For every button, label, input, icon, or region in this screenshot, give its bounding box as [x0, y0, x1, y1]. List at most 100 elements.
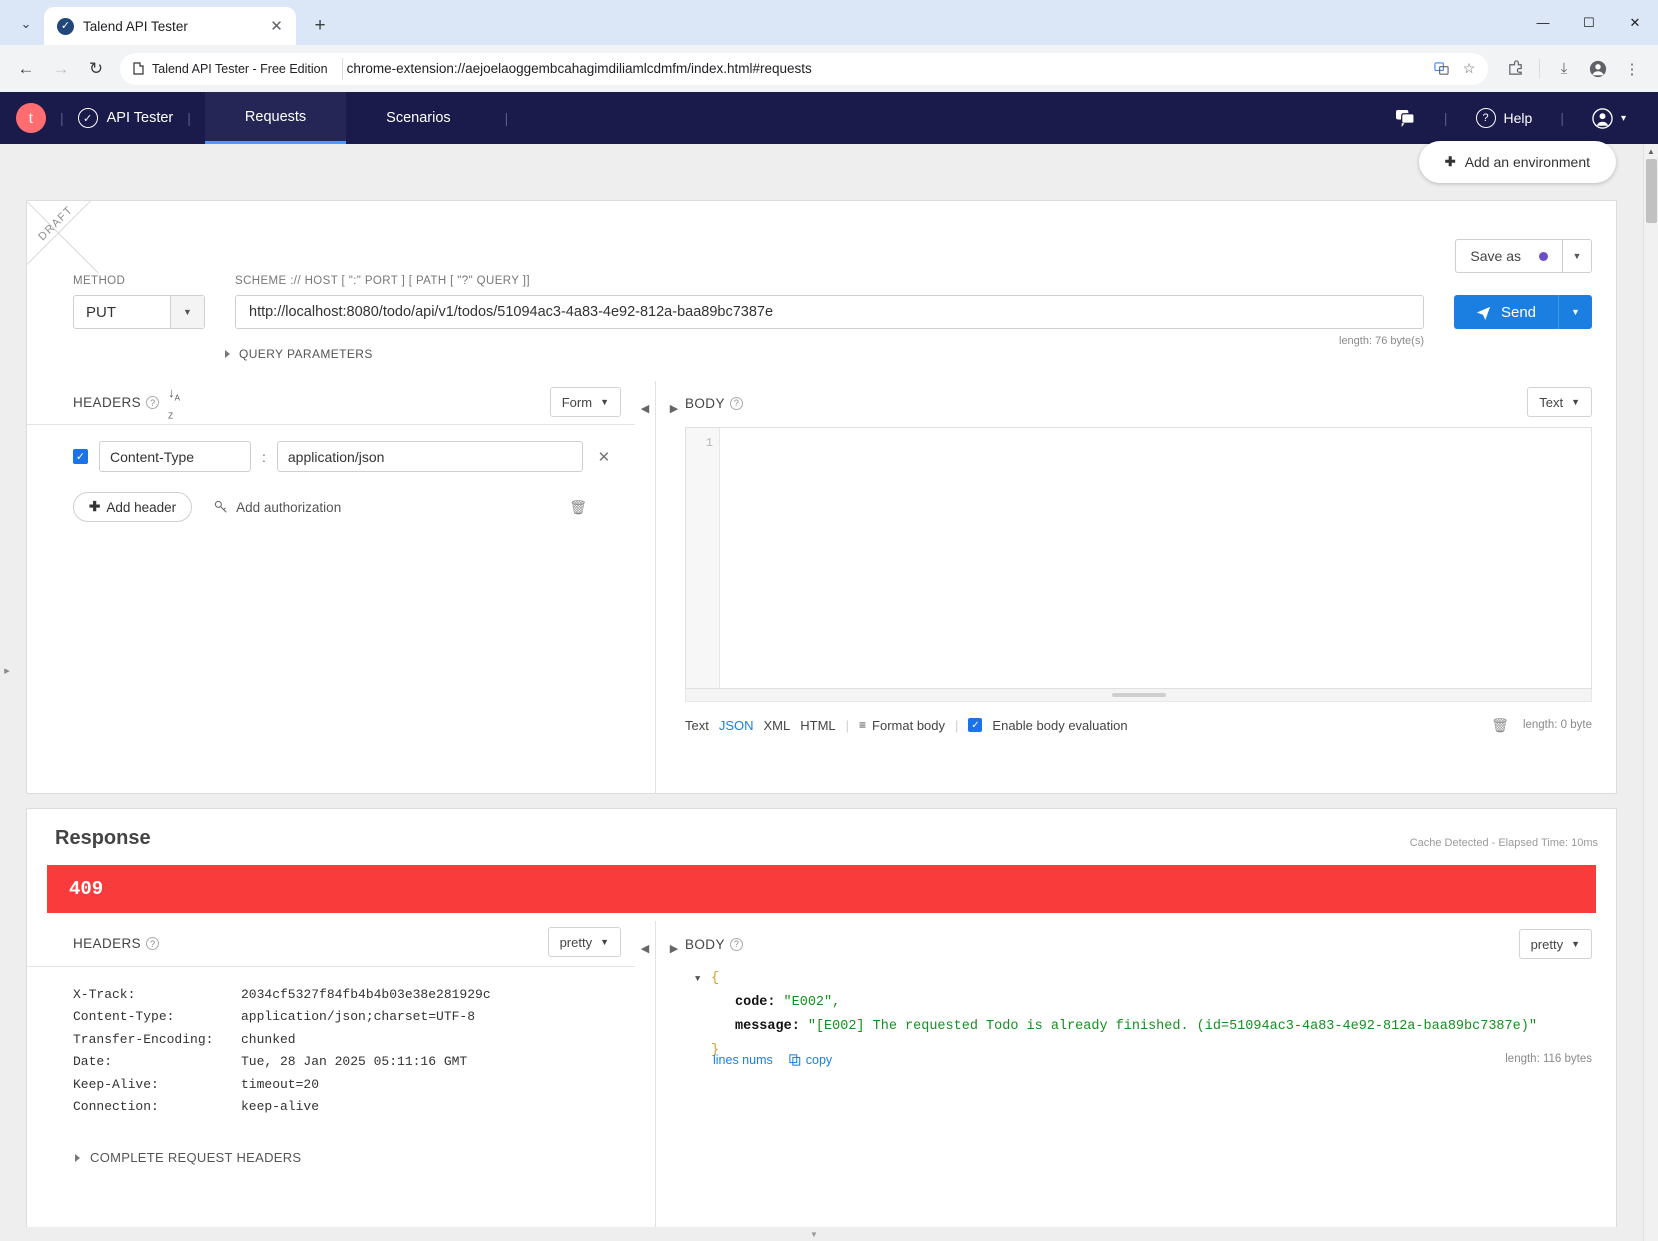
- json-value: "E002",: [783, 995, 841, 1010]
- help-button[interactable]: ? Help: [1462, 108, 1547, 128]
- talend-api-tester-app: t | ✓ API Tester | Requests Scenarios |: [0, 92, 1658, 1241]
- browser-menu-icon[interactable]: ⋮: [1624, 60, 1640, 78]
- minimize-icon[interactable]: —: [1536, 15, 1550, 30]
- expand-right-icon[interactable]: ▶: [669, 942, 679, 955]
- profile-avatar-icon[interactable]: [1582, 53, 1614, 85]
- sidebar-expand-handle[interactable]: ▸: [4, 664, 10, 677]
- header-value-input[interactable]: application/json: [276, 441, 583, 472]
- request-body-pane: BODY ? Text ▼ 1: [675, 381, 1616, 793]
- help-icon[interactable]: ?: [146, 396, 160, 409]
- scrollbar-thumb[interactable]: [1111, 693, 1166, 697]
- response-body-view-select[interactable]: pretty ▼: [1518, 929, 1592, 959]
- url-text: chrome-extension://aejoelaoggembcahagimd…: [346, 61, 812, 76]
- talend-logo-icon[interactable]: t: [16, 103, 46, 133]
- add-environment-button[interactable]: ✚ Add an environment: [1418, 141, 1616, 183]
- trash-icon[interactable]: 🗑: [1491, 716, 1509, 733]
- draft-ribbon: DRAFT: [27, 201, 99, 273]
- format-html-link[interactable]: HTML: [800, 717, 836, 733]
- chevron-down-icon[interactable]: ▼: [695, 974, 701, 984]
- copy-button[interactable]: copy: [789, 1053, 832, 1067]
- tab-strip: ⌄ ✓ Talend API Tester ✕ + — ☐ ✕: [0, 0, 1658, 45]
- url-input[interactable]: http://localhost:8080/todo/api/v1/todos/…: [235, 295, 1424, 329]
- table-row: Keep-Alive: timeout=20: [73, 1073, 635, 1096]
- browser-toolbar: ← → ↻ Talend API Tester - Free Edition c…: [0, 45, 1658, 92]
- tab-scenarios[interactable]: Scenarios: [346, 92, 490, 144]
- sort-az-icon[interactable]: ↓A Z: [168, 384, 180, 421]
- close-icon[interactable]: ✕: [270, 18, 283, 35]
- remove-header-icon[interactable]: ✕: [597, 448, 611, 466]
- page-scrollbar[interactable]: ▲: [1643, 144, 1658, 1241]
- header-row: ✓ Content-Type : application/json ✕: [27, 425, 635, 472]
- save-as-label: Save as: [1470, 248, 1521, 264]
- save-as-button[interactable]: Save as: [1455, 239, 1562, 273]
- help-icon[interactable]: ?: [729, 396, 743, 410]
- format-body-button[interactable]: ≡ Format body: [859, 718, 945, 733]
- extensions-icon[interactable]: [1499, 53, 1531, 85]
- request-body-title: BODY: [685, 395, 725, 411]
- maximize-icon[interactable]: ☐: [1583, 14, 1595, 30]
- window-close-icon[interactable]: ✕: [1629, 14, 1641, 30]
- send-button[interactable]: Send: [1454, 295, 1558, 329]
- page-bottom-scroll-indicator[interactable]: ▼: [0, 1227, 1628, 1241]
- copy-label: copy: [805, 1053, 833, 1067]
- tab-requests[interactable]: Requests: [204, 92, 347, 144]
- headers-view-select[interactable]: Form ▼: [549, 387, 621, 417]
- method-select[interactable]: PUT ▼: [73, 295, 205, 329]
- account-menu[interactable]: ▾: [1578, 107, 1640, 129]
- expand-right-icon[interactable]: ▶: [669, 402, 679, 415]
- chevron-down-icon[interactable]: ▼: [170, 296, 204, 328]
- collapse-left-icon[interactable]: ◀: [640, 402, 650, 415]
- header-key: Transfer-Encoding:: [73, 1031, 214, 1047]
- scrollbar-thumb[interactable]: [1646, 159, 1657, 223]
- save-as-caret-button[interactable]: ▼: [1562, 239, 1592, 273]
- body-view-select[interactable]: Text ▼: [1527, 387, 1592, 417]
- tab-search-button[interactable]: ⌄: [8, 6, 44, 42]
- header-separator-4: |: [1443, 110, 1448, 126]
- header-enabled-checkbox[interactable]: ✓: [73, 449, 88, 464]
- editor-text-area[interactable]: [720, 428, 1591, 688]
- trash-icon[interactable]: 🗑: [569, 498, 587, 515]
- download-icon[interactable]: ⤓: [1560, 60, 1568, 77]
- add-authorization-button[interactable]: Add authorization: [214, 500, 341, 515]
- format-text-link[interactable]: Text: [685, 717, 709, 733]
- add-header-button[interactable]: ✚ Add header: [73, 492, 193, 522]
- new-tab-button[interactable]: +: [314, 15, 326, 36]
- header-key: Connection:: [73, 1099, 159, 1115]
- response-panes: HEADERS ? pretty ▼ X-Track: 2034cf5327f8…: [27, 921, 1616, 1227]
- scroll-up-icon[interactable]: ▲: [1647, 147, 1655, 156]
- query-parameters-toggle[interactable]: QUERY PARAMETERS: [225, 347, 373, 361]
- reload-icon[interactable]: ↻: [88, 58, 104, 78]
- lines-nums-link[interactable]: lines nums: [713, 1053, 773, 1067]
- editor-line-numbers: 1: [686, 428, 720, 688]
- request-body-editor[interactable]: 1: [685, 427, 1592, 689]
- help-icon[interactable]: ?: [146, 937, 160, 950]
- table-row: Connection: keep-alive: [73, 1096, 635, 1119]
- back-icon[interactable]: ←: [17, 58, 35, 78]
- format-xml-link[interactable]: XML: [763, 717, 791, 733]
- puzzle-icon: [133, 61, 144, 75]
- header-name-input[interactable]: Content-Type: [99, 441, 251, 472]
- header-key: Content-Type:: [73, 1009, 175, 1025]
- complete-request-headers-toggle[interactable]: COMPLETE REQUEST HEADERS: [27, 1118, 635, 1165]
- response-title: Response: [55, 827, 151, 849]
- send-options-button[interactable]: ▼: [1558, 295, 1592, 329]
- bookmark-star-icon[interactable]: ☆: [1462, 60, 1476, 76]
- collapse-left-icon[interactable]: ◀: [640, 942, 650, 955]
- format-json-link[interactable]: JSON: [718, 717, 754, 733]
- forward-icon[interactable]: →: [52, 58, 70, 78]
- address-bar[interactable]: Talend API Tester - Free Edition chrome-…: [120, 52, 1488, 85]
- extension-chip[interactable]: Talend API Tester - Free Edition: [124, 55, 338, 82]
- translate-icon[interactable]: [1428, 56, 1454, 82]
- feedback-button[interactable]: [1381, 109, 1430, 128]
- editor-horizontal-scrollbar[interactable]: [685, 689, 1592, 702]
- response-headers-view-select[interactable]: pretty ▼: [547, 927, 621, 957]
- enable-body-evaluation-checkbox[interactable]: ✓: [968, 718, 983, 732]
- header-value-value: application/json: [287, 448, 385, 465]
- window-controls: — ☐ ✕: [1520, 0, 1658, 45]
- app-brand[interactable]: ✓ API Tester: [77, 108, 173, 128]
- chevron-right-icon: [225, 350, 230, 358]
- header-separator-5: |: [1560, 110, 1564, 126]
- header-separator-2: |: [187, 110, 191, 126]
- browser-tab[interactable]: ✓ Talend API Tester ✕: [44, 7, 296, 45]
- help-icon[interactable]: ?: [729, 937, 743, 951]
